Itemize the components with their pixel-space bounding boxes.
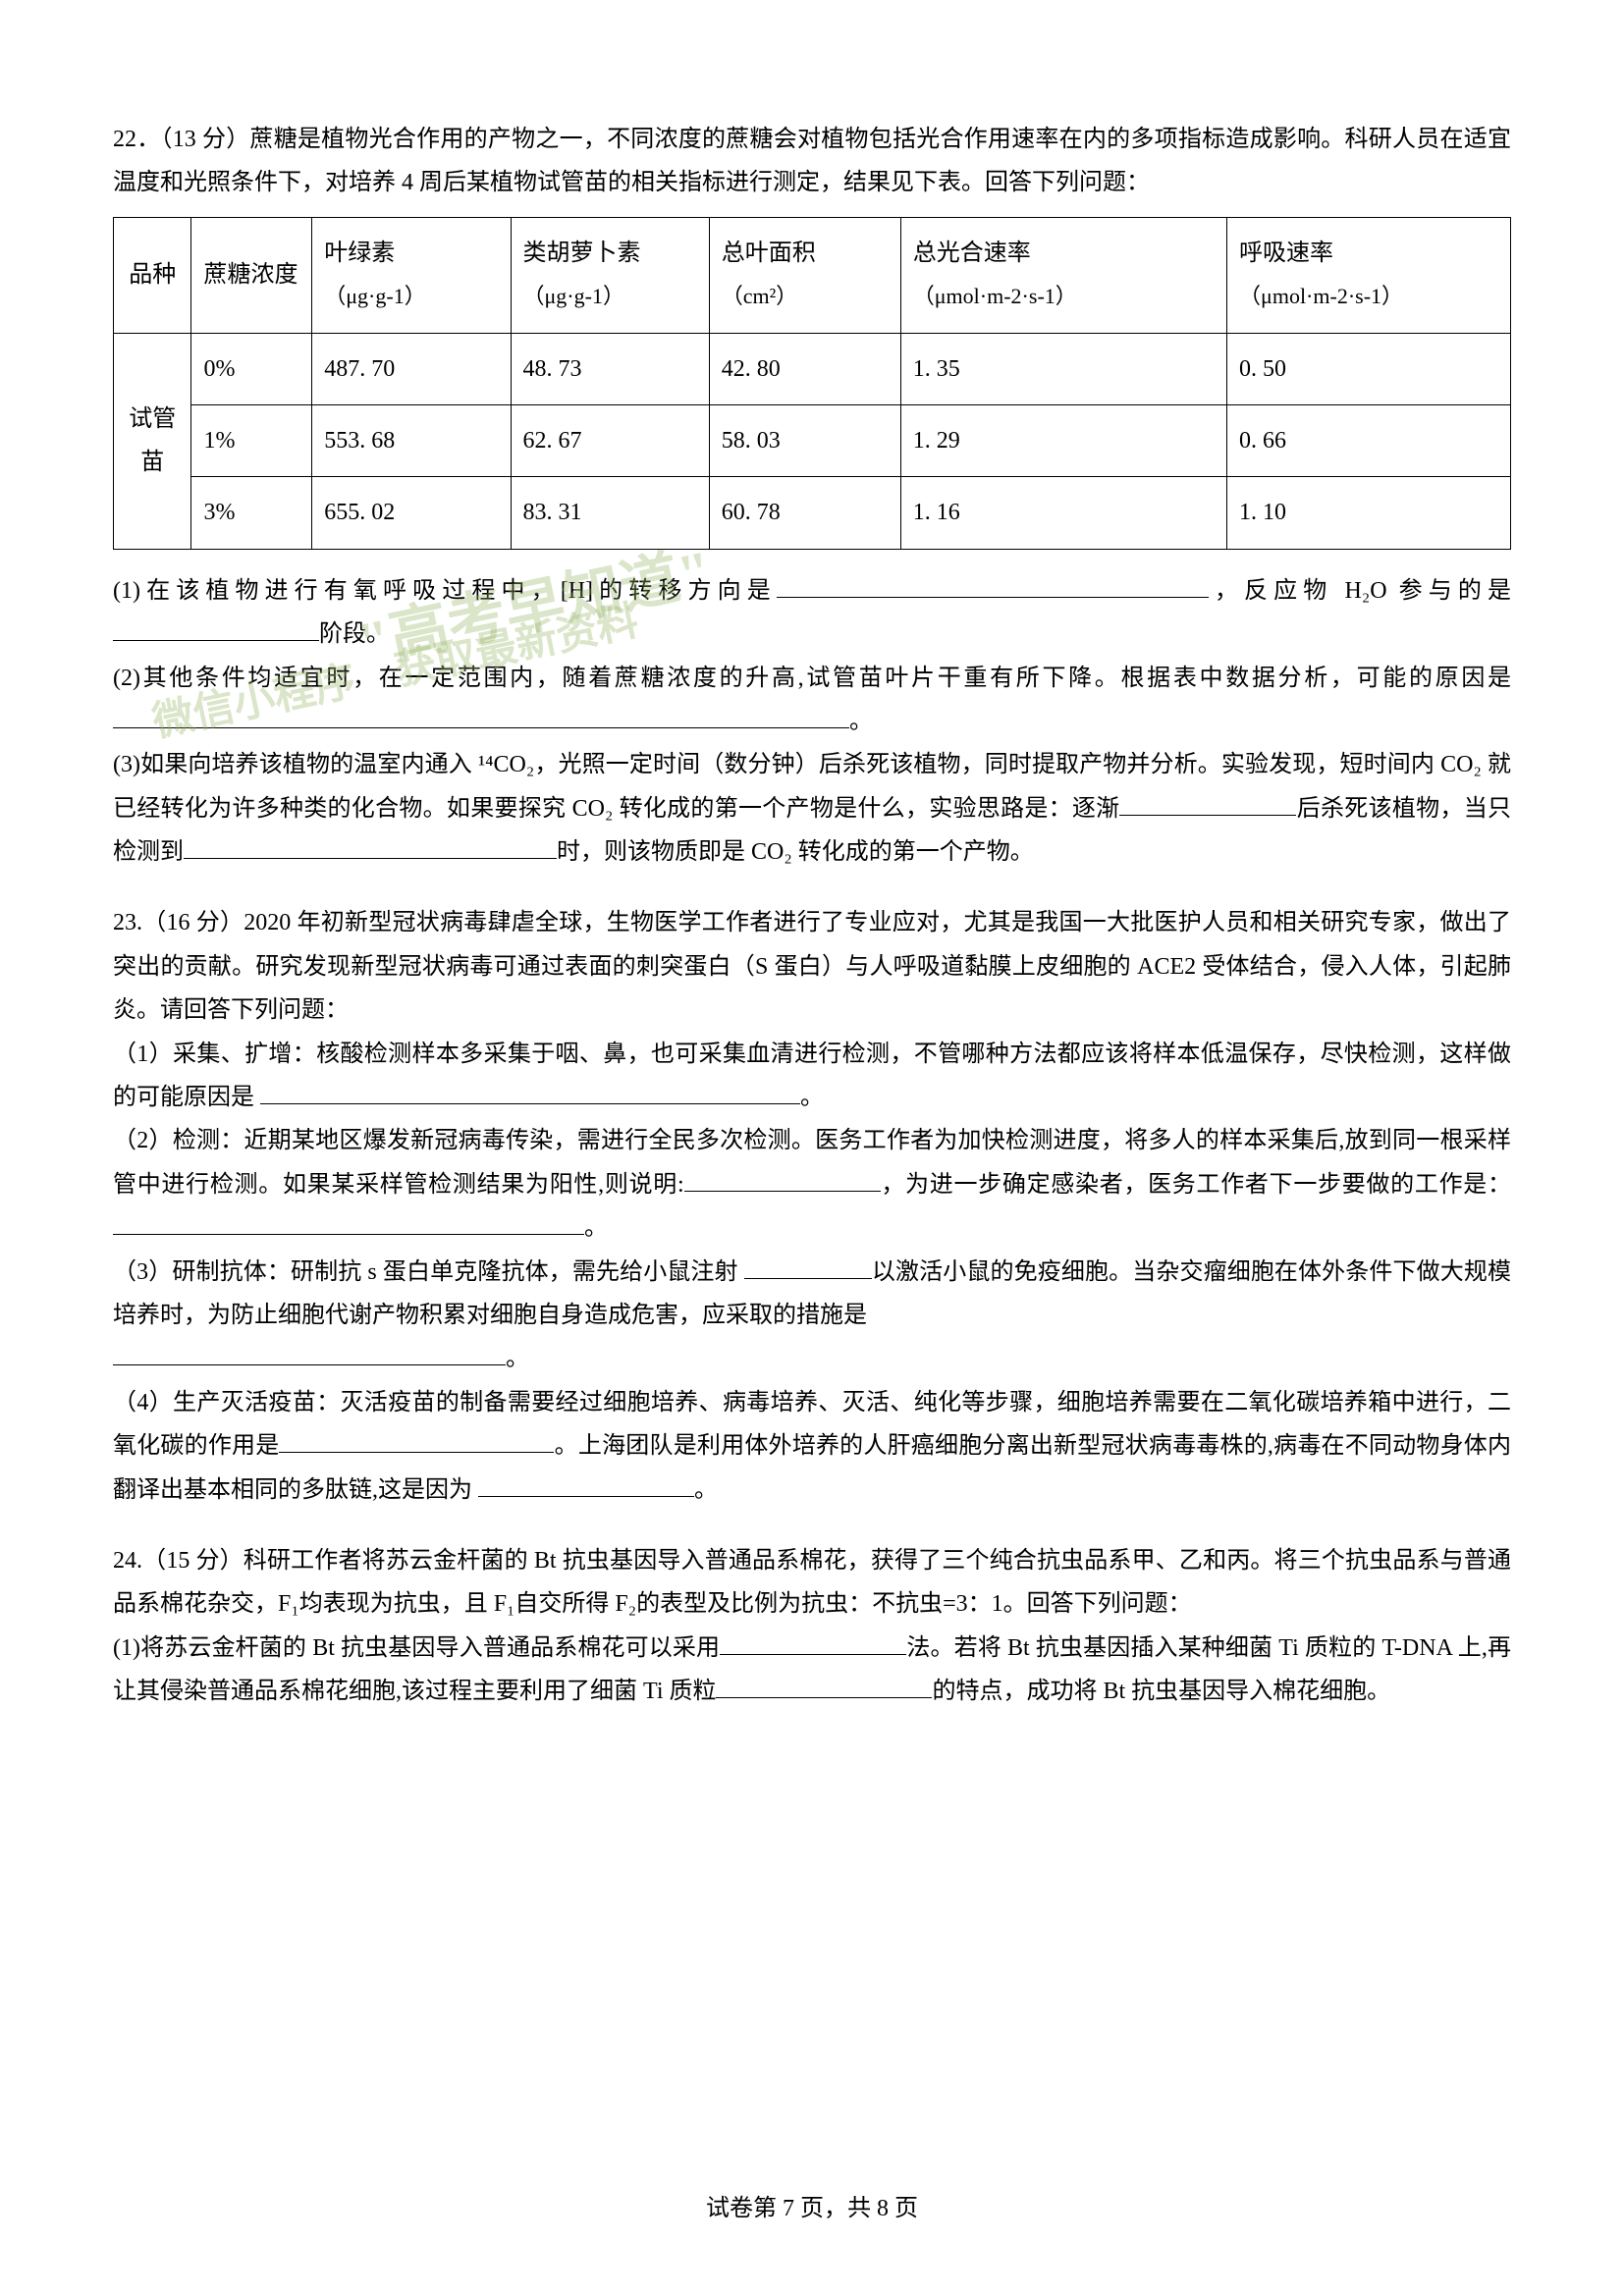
blank bbox=[777, 569, 1209, 598]
q24-sub1: (1)将苏云金杆菌的 Bt 抗虫基因导入普通品系棉花可以采用法。若将 Bt 抗虫… bbox=[113, 1627, 1511, 1714]
data-table: 品种 蔗糖浓度 叶绿素（μg·g-1） 类胡萝卜素（μg·g-1） 总叶面积（c… bbox=[113, 217, 1511, 550]
cell-chloro: 655. 02 bbox=[312, 477, 511, 549]
cell-leaf: 58. 03 bbox=[709, 404, 900, 476]
blank bbox=[1119, 787, 1296, 816]
blank bbox=[113, 1206, 584, 1235]
q22-sub3: (3)如果向培养该植物的温室内通入 ¹⁴CO₂，光照一定时间（数分钟）后杀死该植… bbox=[113, 743, 1511, 874]
blank bbox=[113, 1338, 506, 1366]
table-row: 1% 553. 68 62. 67 58. 03 1. 29 0. 66 bbox=[114, 404, 1511, 476]
question-24: 24.（15 分）科研工作者将苏云金杆菌的 Bt 抗虫基因导入普通品系棉花，获得… bbox=[113, 1539, 1511, 1714]
blank bbox=[716, 1670, 932, 1698]
cell-resp: 0. 66 bbox=[1227, 404, 1511, 476]
th-photosynthesis: 总光合速率（μmol·m-2·s-1） bbox=[900, 217, 1226, 333]
cell-caro: 48. 73 bbox=[511, 333, 709, 404]
blank bbox=[720, 1627, 906, 1655]
q23-sub3: （3）研制抗体：研制抗 s 蛋白单克隆抗体，需先给小鼠注射 以激活小鼠的免疫细胞… bbox=[113, 1251, 1511, 1381]
table-row: 试管苗 0% 487. 70 48. 73 42. 80 1. 35 0. 50 bbox=[114, 333, 1511, 404]
cell-resp: 0. 50 bbox=[1227, 333, 1511, 404]
th-leaf-area: 总叶面积（cm²） bbox=[709, 217, 900, 333]
q23-sub1: （1）采集、扩增：核酸检测样本多采集于咽、鼻，也可采集血清进行检测，不管哪种方法… bbox=[113, 1033, 1511, 1120]
cell-caro: 83. 31 bbox=[511, 477, 709, 549]
cell-caro: 62. 67 bbox=[511, 404, 709, 476]
table-header-row: 品种 蔗糖浓度 叶绿素（μg·g-1） 类胡萝卜素（μg·g-1） 总叶面积（c… bbox=[114, 217, 1511, 333]
blank bbox=[113, 613, 319, 641]
cell-chloro: 553. 68 bbox=[312, 404, 511, 476]
blank bbox=[744, 1251, 872, 1279]
cell-sucrose: 1% bbox=[191, 404, 312, 476]
blank bbox=[260, 1076, 800, 1104]
cell-photo: 1. 35 bbox=[900, 333, 1226, 404]
cell-photo: 1. 29 bbox=[900, 404, 1226, 476]
variety-cell: 试管苗 bbox=[114, 333, 191, 549]
cell-leaf: 42. 80 bbox=[709, 333, 900, 404]
q23-sub2: （2）检测：近期某地区爆发新冠病毒传染，需进行全民多次检测。医务工作者为加快检测… bbox=[113, 1119, 1511, 1250]
cell-sucrose: 3% bbox=[191, 477, 312, 549]
cell-leaf: 60. 78 bbox=[709, 477, 900, 549]
blank bbox=[478, 1468, 694, 1497]
question-23: 23.（16 分）2020 年初新型冠状病毒肆虐全球，生物医学工作者进行了专业应… bbox=[113, 901, 1511, 1511]
q22-header: 22．（13 分）蔗糖是植物光合作用的产物之一，不同浓度的蔗糖会对植物包括光合作… bbox=[113, 118, 1511, 205]
th-sucrose: 蔗糖浓度 bbox=[191, 217, 312, 333]
th-respiration: 呼吸速率（μmol·m-2·s-1） bbox=[1227, 217, 1511, 333]
q22-sub2: (2)其他条件均适宜时，在一定范围内，随着蔗糖浓度的升高,试管苗叶片干重有所下降… bbox=[113, 657, 1511, 744]
cell-resp: 1. 10 bbox=[1227, 477, 1511, 549]
q22-sub1: (1)在该植物进行有氧呼吸过程中，[H]的转移方向是，反应物 H₂O 参与的是阶… bbox=[113, 569, 1511, 657]
th-chlorophyll: 叶绿素（μg·g-1） bbox=[312, 217, 511, 333]
q24-header: 24.（15 分）科研工作者将苏云金杆菌的 Bt 抗虫基因导入普通品系棉花，获得… bbox=[113, 1539, 1511, 1627]
table-row: 3% 655. 02 83. 31 60. 78 1. 16 1. 10 bbox=[114, 477, 1511, 549]
cell-chloro: 487. 70 bbox=[312, 333, 511, 404]
blank bbox=[113, 700, 849, 728]
blank bbox=[184, 830, 557, 859]
cell-sucrose: 0% bbox=[191, 333, 312, 404]
th-carotenoid: 类胡萝卜素（μg·g-1） bbox=[511, 217, 709, 333]
th-variety: 品种 bbox=[114, 217, 191, 333]
page-footer: 试卷第 7 页，共 8 页 bbox=[0, 2188, 1624, 2222]
question-22: 22．（13 分）蔗糖是植物光合作用的产物之一，不同浓度的蔗糖会对植物包括光合作… bbox=[113, 118, 1511, 874]
cell-photo: 1. 16 bbox=[900, 477, 1226, 549]
q23-header: 23.（16 分）2020 年初新型冠状病毒肆虐全球，生物医学工作者进行了专业应… bbox=[113, 901, 1511, 1032]
q23-sub4: （4）生产灭活疫苗：灭活疫苗的制备需要经过细胞培养、病毒培养、灭活、纯化等步骤，… bbox=[113, 1381, 1511, 1512]
blank bbox=[684, 1163, 881, 1192]
blank bbox=[279, 1424, 554, 1453]
